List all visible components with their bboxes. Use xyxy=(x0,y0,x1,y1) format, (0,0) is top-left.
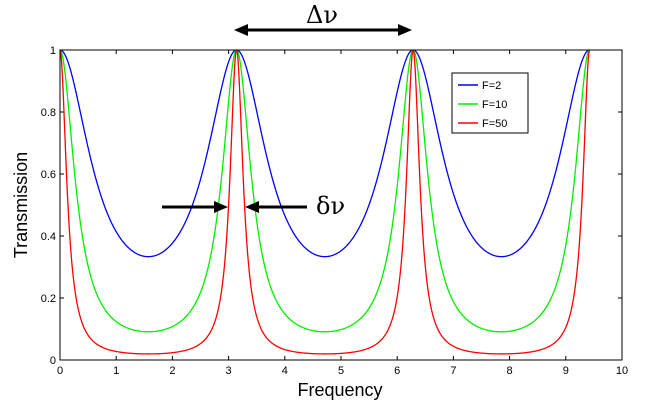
legend: F=2 F=10 F=50 xyxy=(451,72,529,134)
x-tick-label: 8 xyxy=(507,365,513,377)
series-line-f10 xyxy=(60,50,590,333)
x-tick-label: 5 xyxy=(338,365,344,377)
x-axis-label: Frequency xyxy=(297,380,382,400)
x-tick-label: 10 xyxy=(616,365,628,377)
plot-frame xyxy=(59,49,623,361)
x-tick-label: 4 xyxy=(282,365,288,377)
y-tick-label: 0.6 xyxy=(41,169,56,181)
y-tick-label: 0.2 xyxy=(41,293,56,305)
x-tick-label: 2 xyxy=(169,365,175,377)
legend-label-f50: F=50 xyxy=(482,118,507,130)
fsr-arrow-head-right xyxy=(398,24,412,36)
series-line-f50 xyxy=(60,50,591,355)
y-tick-label: 0.8 xyxy=(41,107,56,119)
fsr-arrow-head-left xyxy=(234,24,248,36)
series-line-f2 xyxy=(60,50,590,258)
x-tick-label: 7 xyxy=(450,365,456,377)
linewidth-arrow-right-head xyxy=(245,201,259,213)
legend-label-f2: F=2 xyxy=(482,80,501,92)
x-tick-label: 6 xyxy=(394,365,400,377)
linewidth-annotation: δν xyxy=(162,192,345,220)
linewidth-label: δν xyxy=(316,192,345,220)
fsr-label: Δν xyxy=(306,1,338,29)
y-tick-label: 0.4 xyxy=(41,231,56,243)
x-tick-label: 1 xyxy=(113,365,119,377)
x-tick-label: 3 xyxy=(226,365,232,377)
fsr-annotation: Δν xyxy=(234,1,412,36)
y-tick-label: 0 xyxy=(50,355,56,367)
x-tick-label: 9 xyxy=(563,365,569,377)
y-tick-label: 1 xyxy=(50,45,56,57)
y-axis-label: Transmission xyxy=(11,152,31,258)
series-lines xyxy=(60,50,591,355)
linewidth-arrow-left-head xyxy=(214,201,228,213)
x-tick-label: 0 xyxy=(57,365,63,377)
axis-ticks: 0 1 2 3 4 5 6 7 8 9 10 0 0.2 0.4 0.6 0.8 1 xyxy=(41,45,628,377)
legend-label-f10: F=10 xyxy=(482,99,507,111)
